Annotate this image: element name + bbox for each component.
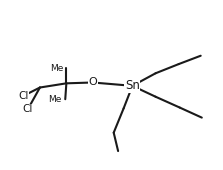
Text: Me: Me <box>50 64 63 73</box>
Text: O: O <box>88 78 97 88</box>
Text: Cl: Cl <box>23 104 33 114</box>
Text: Sn: Sn <box>125 79 140 92</box>
Text: Me: Me <box>49 95 62 104</box>
Text: Cl: Cl <box>18 91 29 101</box>
